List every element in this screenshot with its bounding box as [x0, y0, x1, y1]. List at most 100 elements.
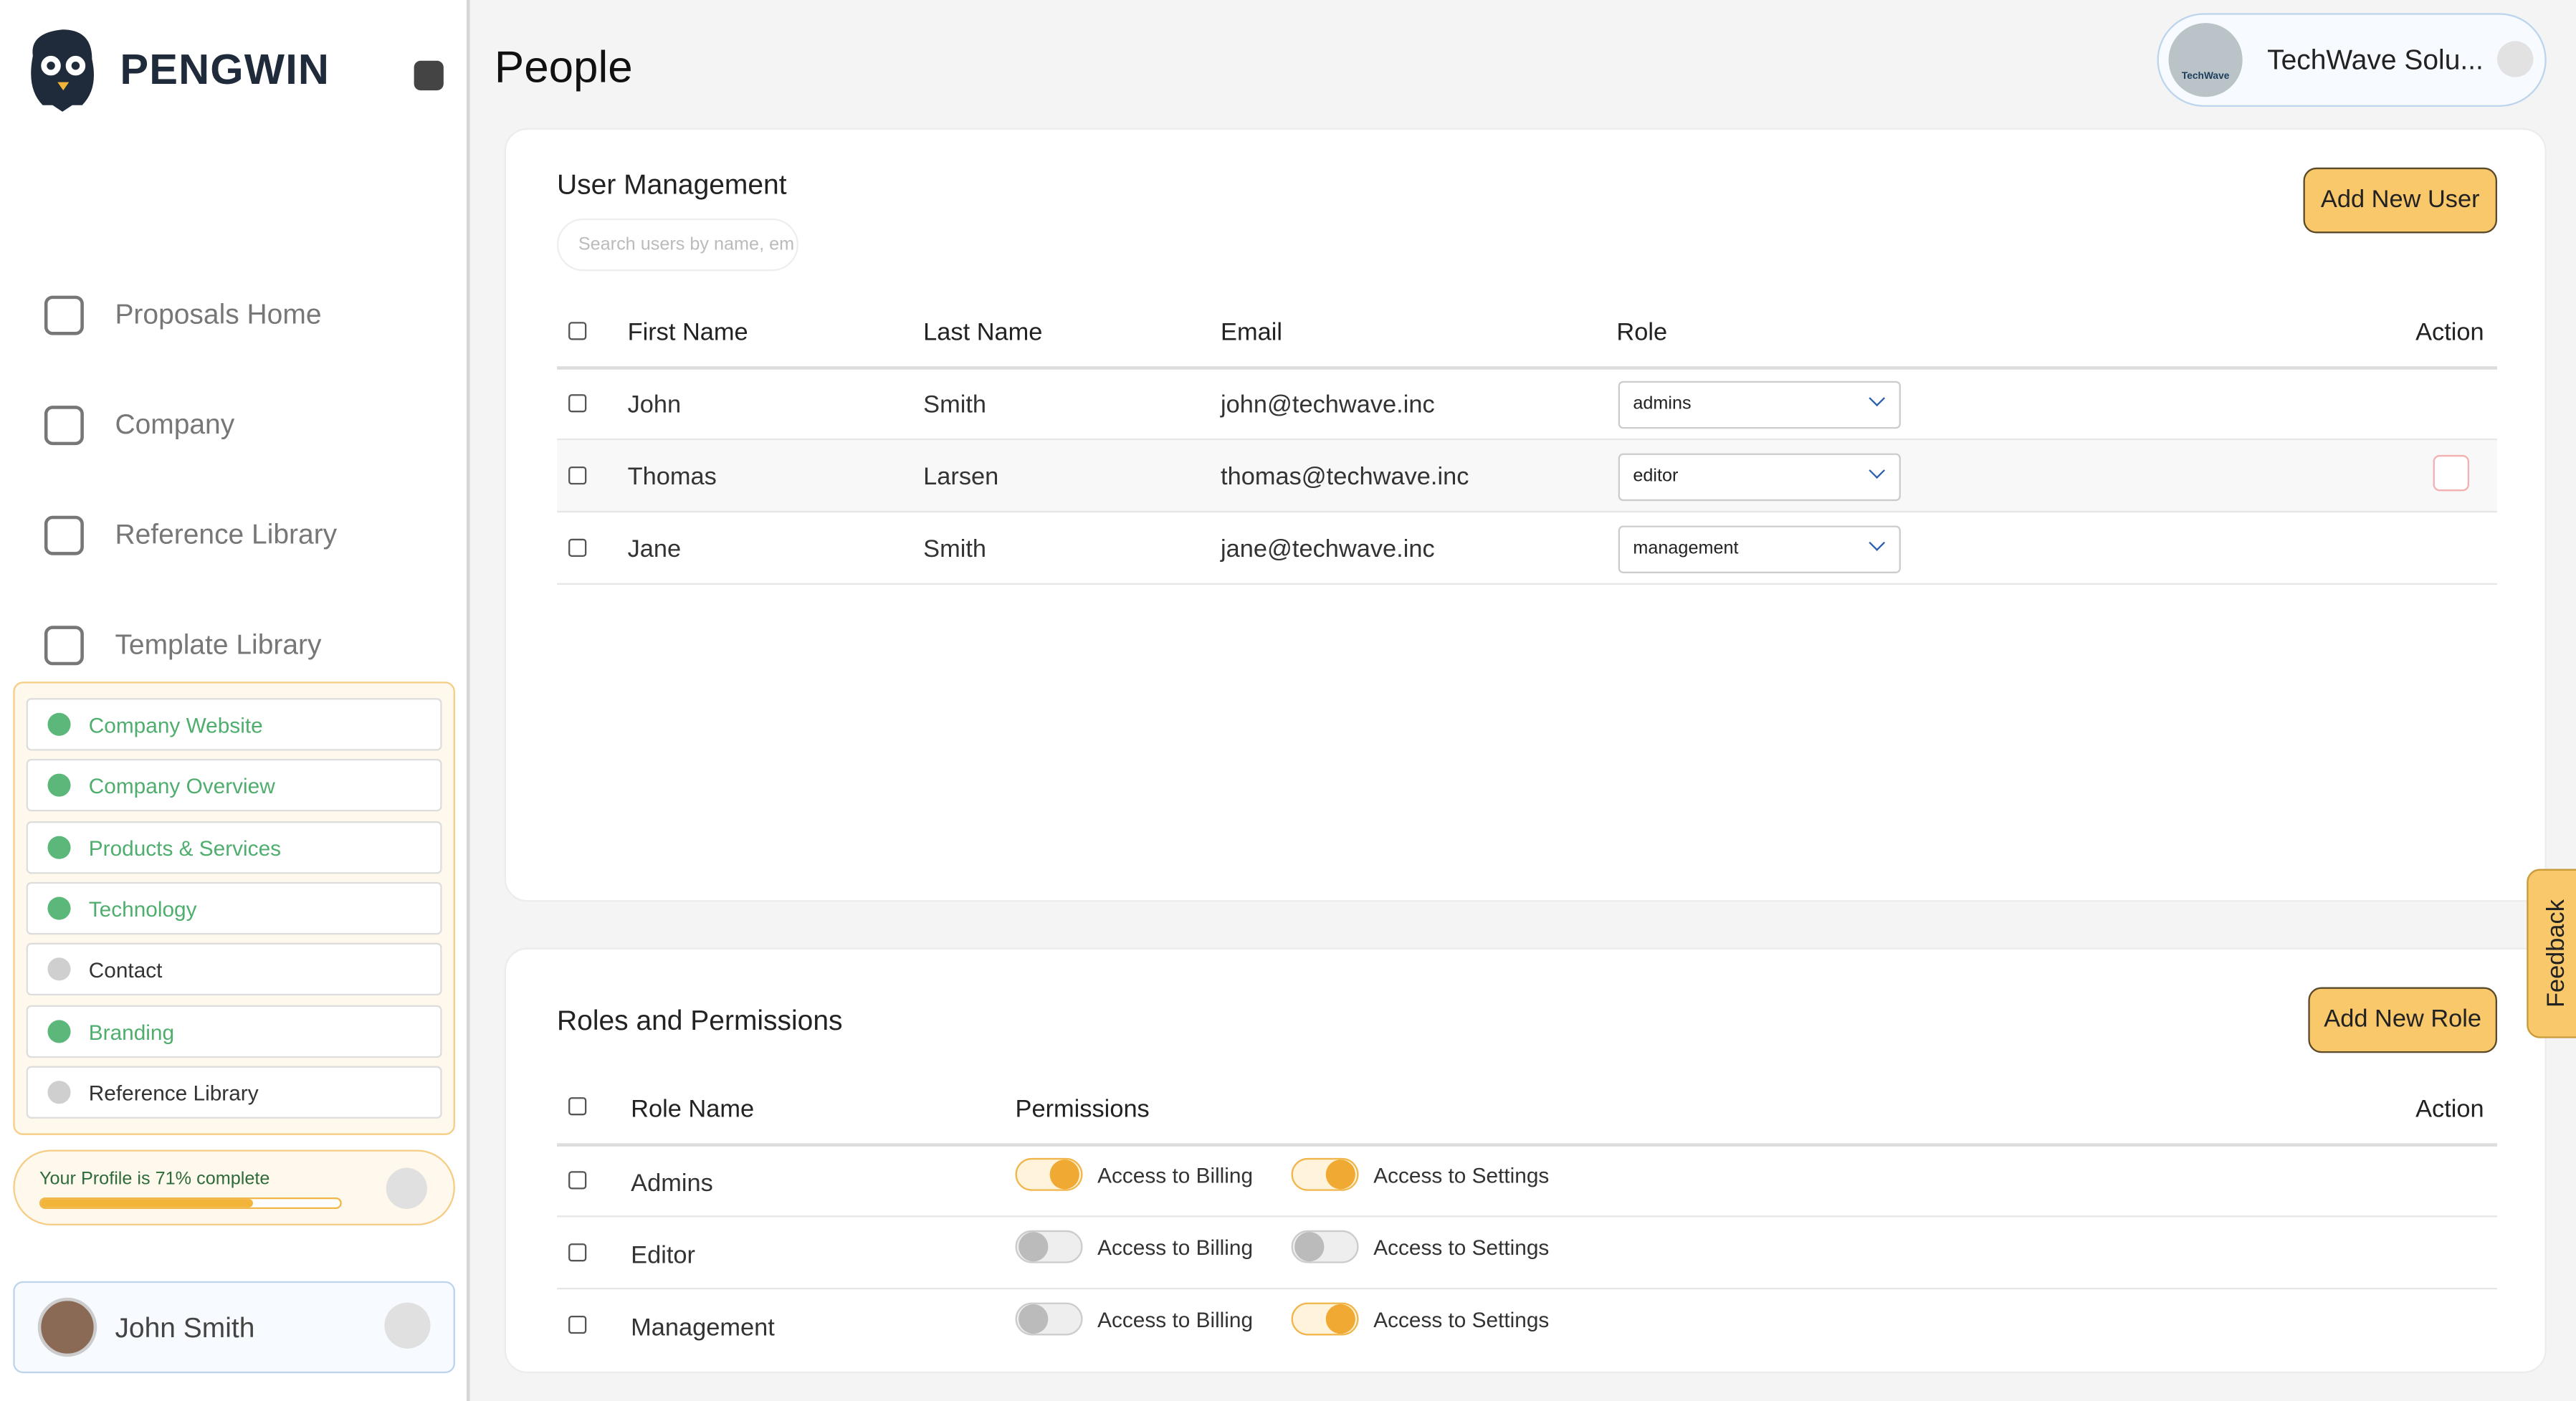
- role-name: Management: [631, 1314, 775, 1342]
- select-chevron: [1869, 535, 1886, 551]
- select-chevron: [1869, 390, 1886, 407]
- section-title: User Management: [557, 169, 787, 201]
- org-chevron[interactable]: [2496, 41, 2534, 77]
- header-divider: [557, 1143, 2497, 1147]
- table-cell: Jane: [627, 535, 682, 564]
- checklist-label: Company Website: [88, 712, 263, 738]
- user-card[interactable]: John Smith: [13, 1281, 455, 1374]
- table-cell: thomas@techwave.inc: [1221, 463, 1469, 492]
- permission-label: Access to Settings: [1373, 1162, 1550, 1188]
- collapse-button[interactable]: [414, 60, 444, 91]
- status-icon: [47, 957, 71, 981]
- org-selector[interactable]: TechWave TechWave Solu...: [2157, 13, 2547, 107]
- table-cell: Larsen: [923, 463, 999, 492]
- checklist-label: Technology: [88, 896, 197, 922]
- role-select[interactable]: management: [1618, 525, 1901, 573]
- checkbox[interactable]: [568, 538, 587, 558]
- search-input[interactable]: Search users by name, em: [557, 218, 798, 272]
- progress-card: Your Profile is 71% complete: [13, 1149, 455, 1225]
- toggle[interactable]: [1015, 1302, 1083, 1336]
- primary-button[interactable]: Add New Role: [2308, 987, 2497, 1053]
- checklist-item[interactable]: Technology: [26, 881, 442, 934]
- checklist-item[interactable]: Products & Services: [26, 821, 442, 874]
- nav-item[interactable]: Company: [115, 408, 235, 441]
- toggle-knob: [1325, 1304, 1355, 1334]
- nav: Proposals Home Company Reference Library Te…: [0, 0, 468, 674]
- table-row: Admins Access to Billing Access to Setting…: [557, 1145, 2497, 1218]
- toggle-knob: [1049, 1159, 1079, 1190]
- user-name: John Smith: [115, 1312, 255, 1344]
- checkbox[interactable]: [568, 394, 587, 413]
- checkbox[interactable]: [568, 1315, 587, 1334]
- column-header: Permissions: [1015, 1095, 1150, 1124]
- toggle-knob: [1294, 1232, 1325, 1262]
- column-header: Action: [2415, 1095, 2484, 1124]
- table-cell: John: [627, 391, 682, 419]
- primary-button[interactable]: Add New User: [2303, 167, 2497, 234]
- toggle[interactable]: [1015, 1157, 1083, 1191]
- role-value: management: [1633, 538, 1739, 559]
- checkbox[interactable]: [568, 1171, 587, 1190]
- toggle-knob: [1019, 1232, 1049, 1262]
- user-management-card: User Management Search users by name, em A…: [504, 128, 2547, 902]
- role-value: admins: [1633, 394, 1692, 414]
- toggle[interactable]: [1291, 1302, 1359, 1336]
- table-row: Management Access to Billing Access to Set…: [557, 1289, 2497, 1362]
- role-name: Editor: [631, 1241, 695, 1270]
- nav-icon: [44, 626, 84, 666]
- role-select[interactable]: admins: [1618, 381, 1901, 429]
- checkbox[interactable]: [568, 1097, 587, 1116]
- checklist-item[interactable]: Contact: [26, 943, 442, 996]
- nav-item[interactable]: Reference Library: [115, 519, 338, 550]
- toggle[interactable]: [1015, 1230, 1083, 1263]
- menu-button[interactable]: [384, 1302, 431, 1349]
- page-title: People: [494, 42, 633, 92]
- brand: PENGWIN: [120, 44, 330, 94]
- table-cell: Thomas: [627, 463, 717, 492]
- toggle[interactable]: [1291, 1230, 1359, 1263]
- status-icon: [47, 712, 71, 736]
- permission-label: Access to Billing: [1097, 1307, 1254, 1332]
- checkbox[interactable]: [568, 322, 587, 340]
- checklist-item[interactable]: Company Website: [26, 698, 442, 751]
- checklist-item[interactable]: Branding: [26, 1004, 442, 1057]
- checklist-label: Company Overview: [88, 774, 275, 799]
- table-cell: jane@techwave.inc: [1221, 535, 1435, 564]
- checklist-label: Reference Library: [88, 1080, 259, 1106]
- feedback-label: Feedback: [2542, 899, 2570, 1008]
- section-title: Roles and Permissions: [557, 1005, 843, 1037]
- table-cell: Smith: [923, 535, 987, 564]
- checklist-item[interactable]: Reference Library: [26, 1066, 442, 1119]
- column-header: Action: [2415, 318, 2484, 347]
- nav-item[interactable]: Proposals Home: [115, 299, 322, 330]
- role-name: Admins: [631, 1169, 713, 1197]
- delete-button[interactable]: [2433, 454, 2470, 492]
- table-row: Jane Smith jane@techwave.inc management: [557, 512, 2497, 585]
- status-icon: [47, 1019, 71, 1043]
- column-header: Role: [1616, 318, 1668, 347]
- org-name: TechWave Solu...: [2267, 44, 2484, 76]
- checklist-item[interactable]: Company Overview: [26, 759, 442, 812]
- permission-label: Access to Billing: [1097, 1162, 1254, 1188]
- status-icon: [47, 896, 71, 920]
- column-header: Role Name: [631, 1095, 755, 1124]
- progress-bar: [41, 1199, 254, 1208]
- expand-button[interactable]: [386, 1167, 427, 1209]
- column-header: Last Name: [923, 318, 1043, 347]
- checklist-label: Contact: [88, 957, 163, 983]
- feedback-tab[interactable]: Feedback: [2527, 869, 2576, 1038]
- permission-label: Access to Billing: [1097, 1235, 1254, 1261]
- checklist-label: Branding: [88, 1019, 175, 1044]
- nav-icon: [44, 515, 84, 555]
- nav-item[interactable]: Template Library: [115, 628, 322, 661]
- checkbox[interactable]: [568, 466, 587, 485]
- permission-label: Access to Settings: [1373, 1307, 1550, 1332]
- role-select[interactable]: editor: [1618, 453, 1901, 502]
- toggle[interactable]: [1291, 1157, 1359, 1191]
- status-icon: [47, 1080, 71, 1104]
- header-divider: [557, 366, 2497, 370]
- checkbox[interactable]: [568, 1243, 587, 1262]
- column-header: Email: [1221, 318, 1283, 347]
- progress-track: [39, 1197, 342, 1209]
